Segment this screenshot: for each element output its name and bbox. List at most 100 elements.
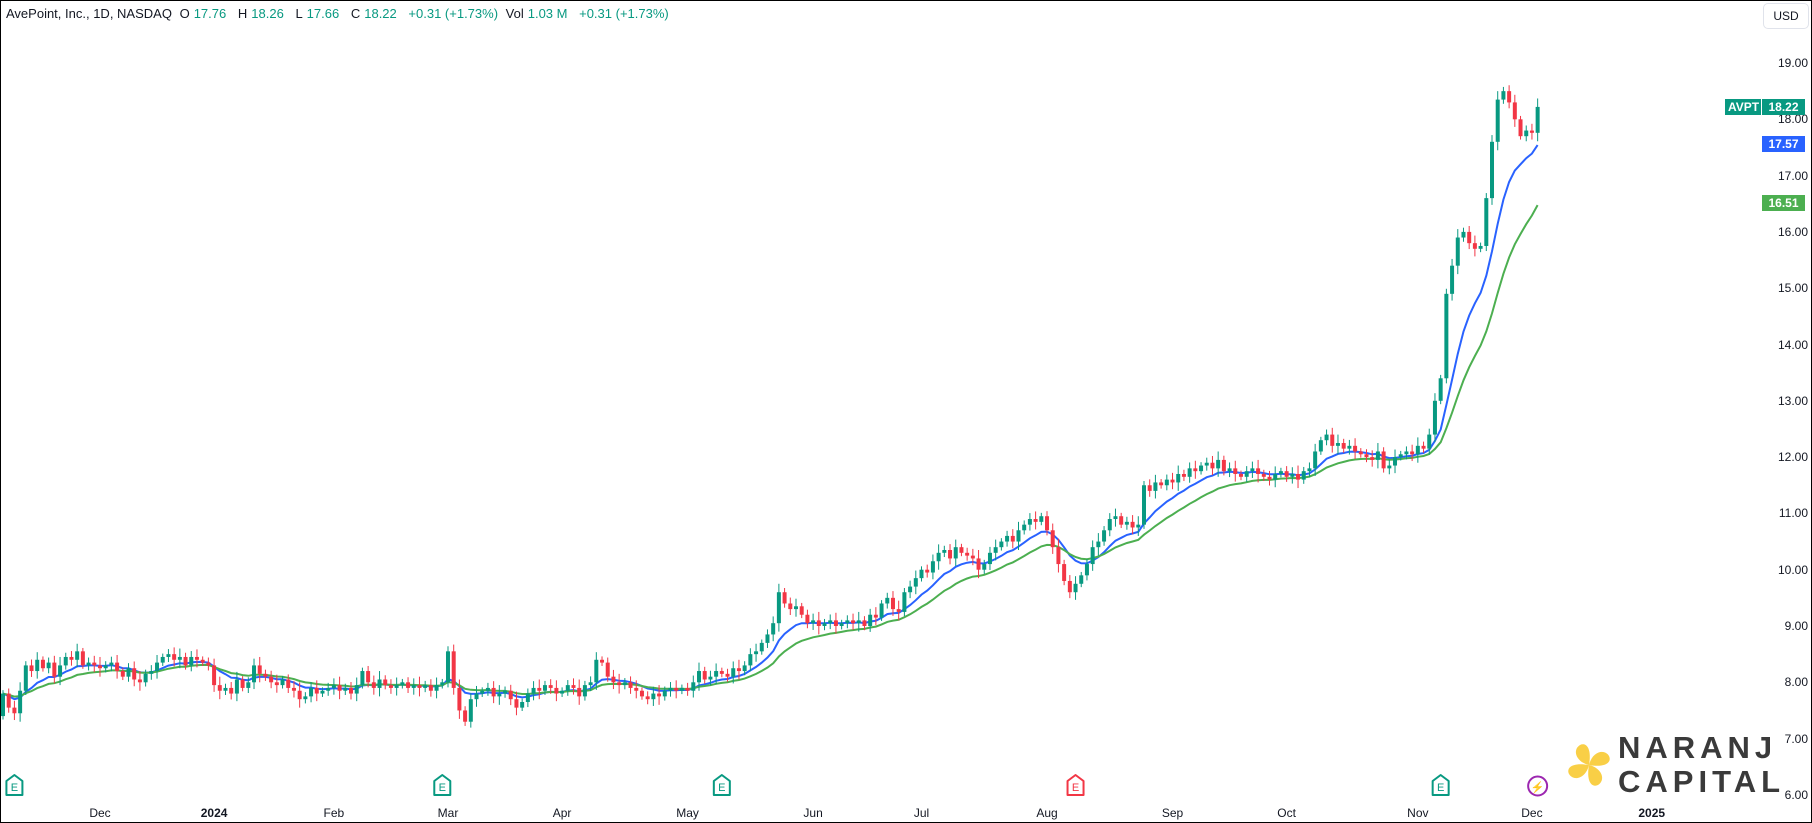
logo-swirl-icon: [1568, 744, 1610, 786]
candle: [674, 680, 679, 699]
candle: [1512, 94, 1517, 127]
event-label: ⚡: [1531, 781, 1545, 794]
candle-body: [1415, 445, 1420, 455]
candle: [269, 670, 274, 689]
earnings-marker[interactable]: E: [1066, 774, 1085, 796]
candle-body: [759, 642, 764, 652]
candle: [639, 687, 644, 700]
candle-body: [1045, 516, 1050, 531]
candle-body: [754, 651, 759, 655]
candle-body: [297, 690, 302, 700]
candle: [1, 690, 5, 720]
candle-body: [1318, 440, 1323, 452]
candle-body: [137, 679, 142, 683]
candle-body: [1016, 530, 1021, 542]
candle-body: [1307, 468, 1312, 472]
candle: [263, 669, 268, 681]
candle-body: [383, 679, 388, 686]
candle: [103, 661, 108, 673]
candle: [697, 662, 702, 691]
candle-body: [1187, 468, 1192, 477]
candle: [1484, 193, 1489, 252]
candle: [628, 676, 633, 694]
candle: [1233, 460, 1238, 482]
event-label: E: [11, 782, 18, 794]
candle-body: [1233, 468, 1238, 474]
candle-body: [805, 614, 810, 624]
candle: [1535, 98, 1540, 142]
candle-body: [919, 569, 924, 579]
candle-body: [303, 696, 308, 700]
candle: [577, 679, 582, 705]
x-tick-label: 2024: [200, 806, 228, 820]
candle: [46, 657, 51, 674]
candle-body: [1142, 485, 1146, 525]
candle: [29, 659, 34, 677]
candle: [679, 684, 684, 695]
candle-body: [1370, 457, 1375, 460]
candle-body: [600, 659, 605, 663]
symbol-title[interactable]: AvePoint, Inc., 1D, NASDAQ: [6, 6, 172, 21]
candle: [1472, 235, 1477, 257]
event-label: E: [1437, 782, 1444, 794]
candle-body: [1, 693, 5, 717]
candle-body: [234, 679, 239, 694]
candle-body: [1084, 564, 1089, 576]
earnings-marker[interactable]: E: [712, 774, 731, 796]
candle: [120, 667, 125, 681]
candle-body: [1181, 473, 1186, 477]
candle-body: [428, 685, 433, 691]
candle: [862, 616, 867, 631]
candle-body: [194, 656, 199, 660]
candle-body: [468, 699, 473, 722]
earnings-marker[interactable]: E: [1431, 774, 1450, 796]
candle-body: [1039, 516, 1044, 522]
candle-body: [354, 685, 359, 694]
candle-body: [46, 662, 51, 669]
candle: [1062, 559, 1067, 586]
candle-body: [936, 552, 941, 562]
candle: [936, 544, 941, 570]
candle-body: [1393, 457, 1398, 466]
candle: [1387, 459, 1392, 475]
candle: [736, 659, 741, 680]
candle-body: [1313, 451, 1318, 469]
candle: [725, 668, 730, 682]
candle: [982, 559, 987, 574]
candle: [303, 692, 308, 704]
ohlc-high: H 18.26: [237, 6, 284, 21]
candle: [491, 681, 496, 704]
candle-body: [92, 662, 97, 666]
candle-body: [514, 699, 519, 708]
event-label: E: [1072, 782, 1079, 794]
candle: [1375, 443, 1380, 469]
candle-body: [497, 693, 502, 697]
volume: Vol 1.03 M: [505, 6, 568, 21]
currency-button[interactable]: USD: [1763, 3, 1809, 29]
candle: [126, 663, 131, 682]
candle: [371, 675, 376, 695]
candle-body: [1490, 141, 1495, 199]
candle-body: [1330, 434, 1335, 446]
candle-body: [554, 687, 559, 694]
earnings-marker[interactable]: E: [433, 774, 452, 796]
candle-body: [343, 687, 348, 691]
candle-body: [565, 685, 570, 691]
candle-body: [1130, 521, 1135, 528]
candle: [1005, 530, 1010, 547]
candle-body: [474, 693, 479, 700]
x-tick-label: Jul: [913, 806, 930, 820]
candle-body: [326, 687, 331, 691]
candle-body: [331, 685, 336, 688]
candle: [240, 676, 245, 692]
candle-body: [485, 687, 490, 691]
earnings-marker[interactable]: E: [5, 774, 24, 796]
candle: [560, 687, 565, 697]
candle: [1079, 571, 1084, 588]
candle: [297, 682, 302, 708]
candle-body: [776, 592, 781, 624]
dividend-marker[interactable]: ⚡: [1527, 775, 1549, 797]
candle-body: [851, 620, 856, 624]
candle: [1307, 462, 1312, 478]
